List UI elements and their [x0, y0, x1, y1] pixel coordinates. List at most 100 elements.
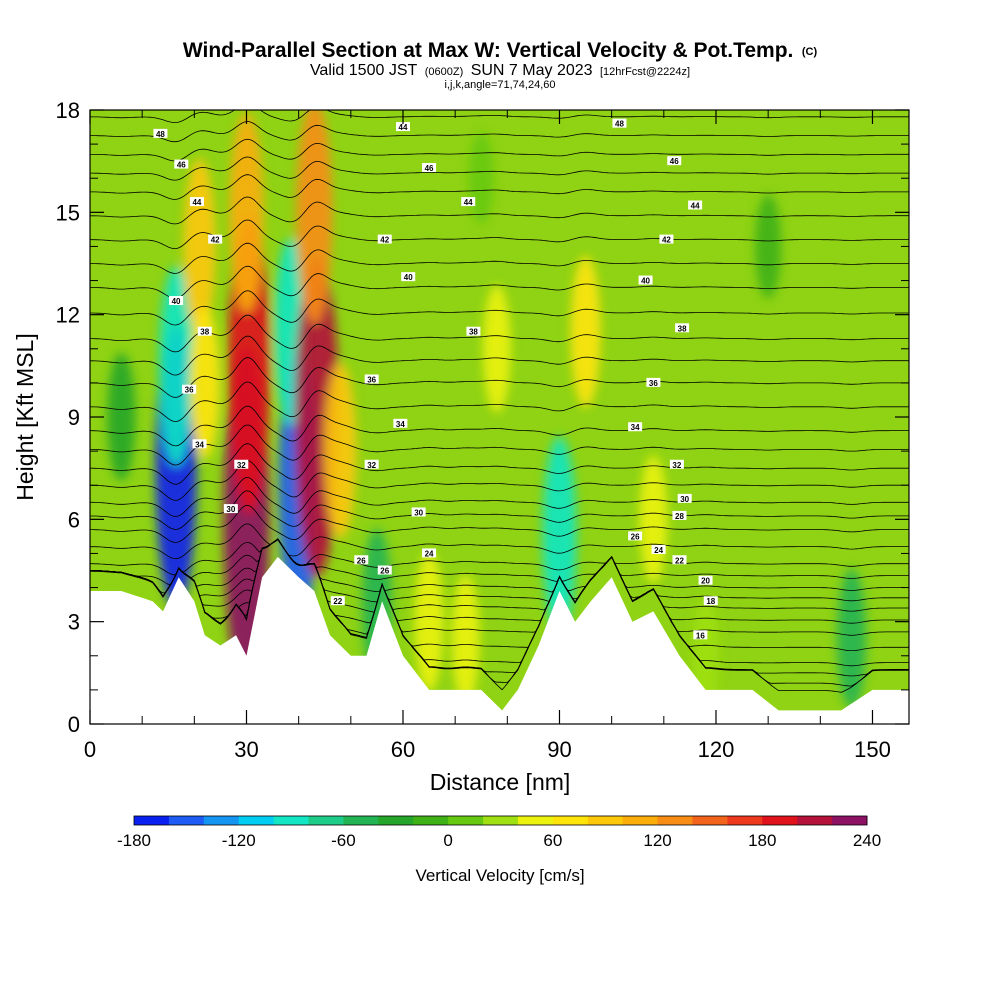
colorbar-swatch	[308, 816, 344, 825]
colorbar-tick-label: 60	[543, 831, 562, 850]
contour-label: 32	[669, 459, 684, 470]
contour-label-text: 26	[357, 556, 366, 565]
x-tick-label: 120	[698, 737, 735, 762]
contour-label: 20	[698, 575, 713, 586]
chart-subtitle: Valid 1500 JST (0600Z) SUN 7 May 2023 [1…	[310, 62, 690, 79]
contour-label-text: 42	[211, 236, 220, 245]
colorbar-swatch	[552, 816, 589, 825]
colorbar-swatch	[483, 816, 519, 825]
contour-label-text: 38	[469, 328, 478, 337]
isentrope-line	[90, 538, 909, 585]
velocity-cell	[183, 158, 216, 335]
contour-label-text: 36	[185, 386, 194, 395]
contour-label: 46	[174, 159, 189, 170]
terrain-mask	[90, 556, 909, 724]
isentrope-line	[90, 538, 909, 613]
x-axis-label: Distance [nm]	[430, 769, 571, 795]
y-tick-label: 15	[56, 200, 80, 225]
contour-labels: 48 46 44 42 40 38 36 34 32 30 44 46 44 42 40 38 36 34 32 30…	[153, 118, 718, 640]
velocity-cell	[755, 194, 782, 299]
contour-label-text: 38	[200, 328, 209, 337]
velocity-cell	[107, 353, 136, 481]
y-tick-label: 6	[68, 507, 80, 532]
contour-label: 26	[377, 565, 392, 576]
isentrope-line	[90, 335, 909, 376]
contour-label: 16	[693, 630, 708, 640]
contour-label-text: 38	[678, 324, 687, 333]
colorbar-swatch	[657, 816, 693, 825]
contour-label-text: 20	[701, 577, 710, 586]
potential-temperature-contours	[90, 110, 909, 693]
colorbar: -180 -120 -60 0 60 120 180 240	[117, 815, 881, 850]
colorbar-swatch	[517, 816, 554, 825]
contour-label-text: 44	[399, 123, 408, 132]
contour-label-text: 36	[649, 379, 658, 388]
contour-label: 44	[189, 197, 204, 207]
colorbar-swatch	[762, 816, 798, 825]
contour-label: 40	[638, 275, 653, 286]
contour-label-text: 48	[156, 130, 165, 139]
contour-label-text: 22	[675, 556, 684, 565]
y-axis-label: Height [Kft MSL]	[12, 333, 38, 500]
colorbar-tick-label: -120	[222, 831, 256, 850]
contour-label-text: 48	[615, 120, 624, 129]
contour-label: 38	[466, 326, 481, 337]
contour-label-text: 18	[706, 597, 715, 606]
isentrope-line	[90, 242, 909, 274]
contour-label: 48	[612, 118, 627, 129]
x-tick-label: 90	[547, 737, 571, 762]
contour-label: 44	[461, 197, 476, 207]
contour-label-text: 34	[631, 423, 640, 432]
velocity-cell	[324, 363, 357, 540]
contour-label-text: 32	[672, 461, 681, 470]
contour-label-text: 46	[670, 157, 679, 166]
contour-label-text: 44	[691, 202, 700, 211]
colorbar-title: Vertical Velocity [cm/s]	[415, 866, 584, 885]
contour-label-text: 42	[380, 236, 389, 245]
contour-label: 36	[182, 384, 197, 395]
contour-label-text: 28	[675, 512, 684, 521]
contour-label: 38	[197, 326, 212, 337]
plot-area: 48 46 44 42 40 38 36 34 32 30 44 46 44 42 40 38 36 34 32 30…	[90, 110, 909, 724]
isentrope-line	[90, 196, 909, 225]
colorbar-swatch	[238, 816, 275, 825]
isentrope-line	[90, 538, 909, 636]
y-tick-label: 18	[56, 98, 80, 123]
colorbar-swatch	[378, 816, 414, 825]
isentrope-line	[90, 405, 909, 447]
contour-label-text: 22	[333, 597, 342, 606]
contour-label: 38	[675, 323, 690, 333]
contour-label-text: 36	[367, 375, 376, 384]
isentrope-line	[90, 538, 909, 603]
contour-label-text: 40	[641, 277, 650, 286]
contour-label: 44	[395, 122, 410, 132]
isentrope-line	[90, 443, 909, 485]
isentrope-line	[90, 460, 909, 501]
isentrope-line	[90, 538, 909, 652]
contour-label-text: 30	[226, 505, 235, 514]
chart-title: Wind-Parallel Section at Max W: Vertical…	[183, 39, 818, 62]
contour-label: 36	[364, 374, 379, 384]
velocity-cell	[229, 112, 264, 313]
y-tick-label: 3	[68, 610, 80, 635]
y-tick-label: 0	[68, 712, 80, 737]
contour-label: 22	[330, 596, 345, 606]
x-tick-label: 30	[234, 737, 258, 762]
contour-label-text: 44	[192, 198, 201, 207]
isentrope-line	[90, 538, 909, 624]
x-tick-label: 150	[854, 737, 891, 762]
contour-label-text: 24	[654, 546, 663, 555]
contour-label: 42	[377, 234, 392, 245]
colorbar-tick-label: -60	[331, 831, 356, 850]
isentrope-line	[90, 174, 909, 200]
contour-label-text: 46	[425, 164, 434, 173]
contour-label: 42	[659, 234, 674, 245]
colorbar-swatch	[168, 816, 205, 825]
contour-label: 42	[208, 234, 223, 245]
colorbar-swatch	[134, 816, 170, 825]
contour-label: 26	[628, 531, 643, 541]
contour-label-text: 34	[195, 440, 204, 449]
colorbar-swatch	[692, 816, 728, 825]
